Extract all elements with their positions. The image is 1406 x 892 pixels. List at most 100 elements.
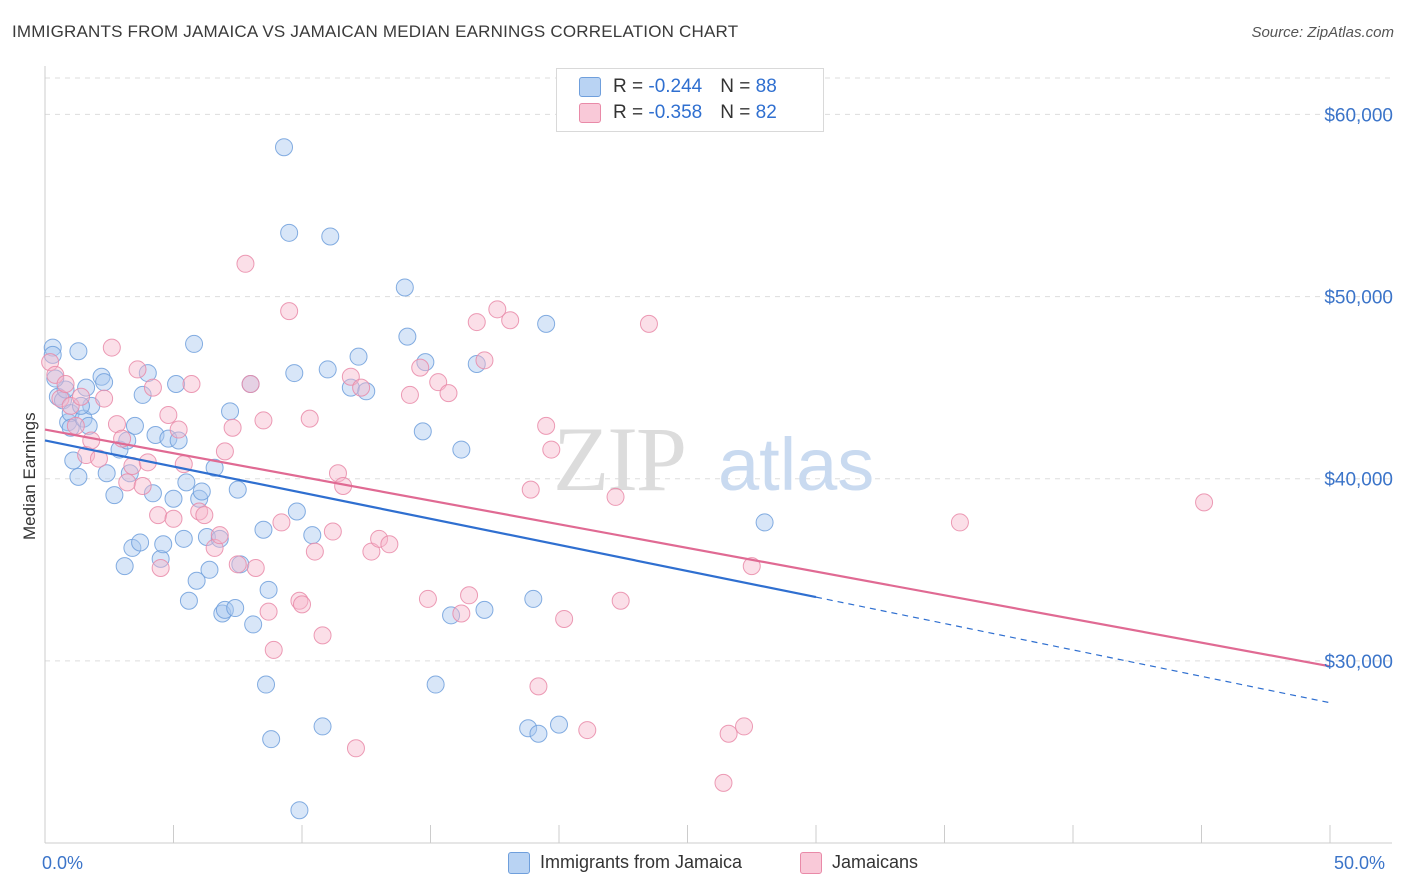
- data-point: [210, 526, 229, 545]
- legend-r-label: R =: [613, 76, 649, 97]
- data-point: [305, 542, 324, 561]
- data-point: [187, 571, 206, 590]
- data-point: [452, 604, 471, 623]
- data-point: [742, 557, 761, 576]
- data-point: [529, 724, 548, 743]
- trend-line-immigrants-extension: [815, 596, 1331, 704]
- data-point: [611, 591, 630, 610]
- data-point: [105, 486, 124, 505]
- data-point: [537, 416, 556, 435]
- data-point: [501, 311, 520, 330]
- data-point: [138, 364, 157, 383]
- data-point: [323, 522, 342, 541]
- y-tick-label: $30,000: [1324, 652, 1393, 673]
- data-point: [167, 375, 186, 393]
- data-point: [143, 378, 162, 397]
- data-point: [128, 360, 147, 379]
- data-point: [69, 342, 88, 361]
- correlation-legend: R = -0.244 N = 88 R = -0.358 N = 82: [556, 68, 824, 132]
- data-point: [190, 489, 209, 508]
- data-point: [159, 405, 178, 424]
- data-point: [395, 278, 414, 297]
- svg-text:atlas: atlas: [718, 423, 874, 506]
- legend-swatch-pink: [579, 102, 601, 123]
- data-point: [164, 509, 183, 528]
- data-point: [151, 549, 170, 568]
- data-point: [318, 360, 337, 379]
- data-point: [524, 589, 543, 608]
- legend-r-value: -0.358: [648, 102, 703, 123]
- data-point: [1195, 493, 1214, 512]
- data-point: [185, 334, 204, 353]
- trend-lines: [44, 428, 1331, 704]
- data-point: [71, 387, 90, 406]
- data-point: [290, 801, 309, 820]
- data-point: [133, 477, 152, 495]
- y-axis-label: Median Earnings: [20, 412, 39, 540]
- data-point: [452, 440, 471, 459]
- data-point: [321, 227, 340, 246]
- data-point: [313, 626, 332, 645]
- legend-n-label: N =: [720, 76, 756, 97]
- data-point: [118, 473, 137, 492]
- data-point: [125, 416, 144, 435]
- data-point: [639, 314, 658, 333]
- svg-text:ZIP: ZIP: [553, 408, 685, 510]
- data-point: [246, 558, 265, 577]
- data-point: [257, 675, 276, 694]
- legend-row-blue: R = -0.244 N = 88: [579, 76, 777, 100]
- data-point: [190, 502, 209, 521]
- data-point: [215, 442, 234, 461]
- data-point: [264, 640, 283, 659]
- legend-swatch-blue: [508, 852, 530, 875]
- data-point: [151, 558, 170, 577]
- data-point: [280, 223, 299, 242]
- data-point: [228, 480, 247, 499]
- chart-title: IMMIGRANTS FROM JAMAICA VS JAMAICAN MEDI…: [12, 22, 739, 41]
- legend-n-value: 88: [755, 76, 777, 97]
- data-point: [352, 378, 371, 397]
- data-point: [460, 586, 479, 605]
- data-point: [475, 600, 494, 619]
- legend-item-jamaicans: Jamaicans: [800, 852, 919, 875]
- data-point: [66, 416, 85, 435]
- data-point: [714, 773, 733, 792]
- data-point: [143, 484, 162, 503]
- data-point: [149, 506, 168, 525]
- data-point: [357, 382, 376, 401]
- trend-line-immigrants: [44, 439, 817, 599]
- data-point: [195, 506, 214, 525]
- axes: [44, 66, 1392, 844]
- data-point: [154, 535, 173, 554]
- data-point: [115, 557, 134, 576]
- data-point: [43, 338, 62, 357]
- data-point: [259, 602, 278, 621]
- data-point: [488, 300, 507, 319]
- legend-label: Jamaicans: [832, 852, 919, 872]
- data-point: [735, 717, 754, 736]
- data-point: [169, 431, 188, 450]
- legend-r-value: -0.244: [648, 76, 703, 97]
- data-point: [192, 482, 211, 501]
- data-point: [275, 138, 294, 157]
- data-point: [95, 373, 114, 392]
- data-point: [200, 560, 219, 579]
- data-point: [226, 599, 245, 618]
- data-point: [303, 526, 322, 545]
- data-point: [400, 385, 419, 404]
- data-point: [346, 739, 365, 758]
- series-legend: Immigrants from Jamaica Jamaicans: [0, 852, 1406, 878]
- data-point: [61, 396, 80, 415]
- data-point: [46, 365, 65, 384]
- legend-label: Immigrants from Jamaica: [540, 852, 743, 872]
- data-point: [542, 440, 561, 459]
- data-point: [133, 385, 152, 404]
- data-point: [293, 595, 311, 614]
- data-point: [89, 449, 108, 468]
- data-point: [950, 513, 969, 532]
- data-point: [550, 715, 568, 734]
- data-point: [244, 615, 263, 634]
- data-point: [300, 409, 319, 428]
- data-point: [205, 458, 224, 477]
